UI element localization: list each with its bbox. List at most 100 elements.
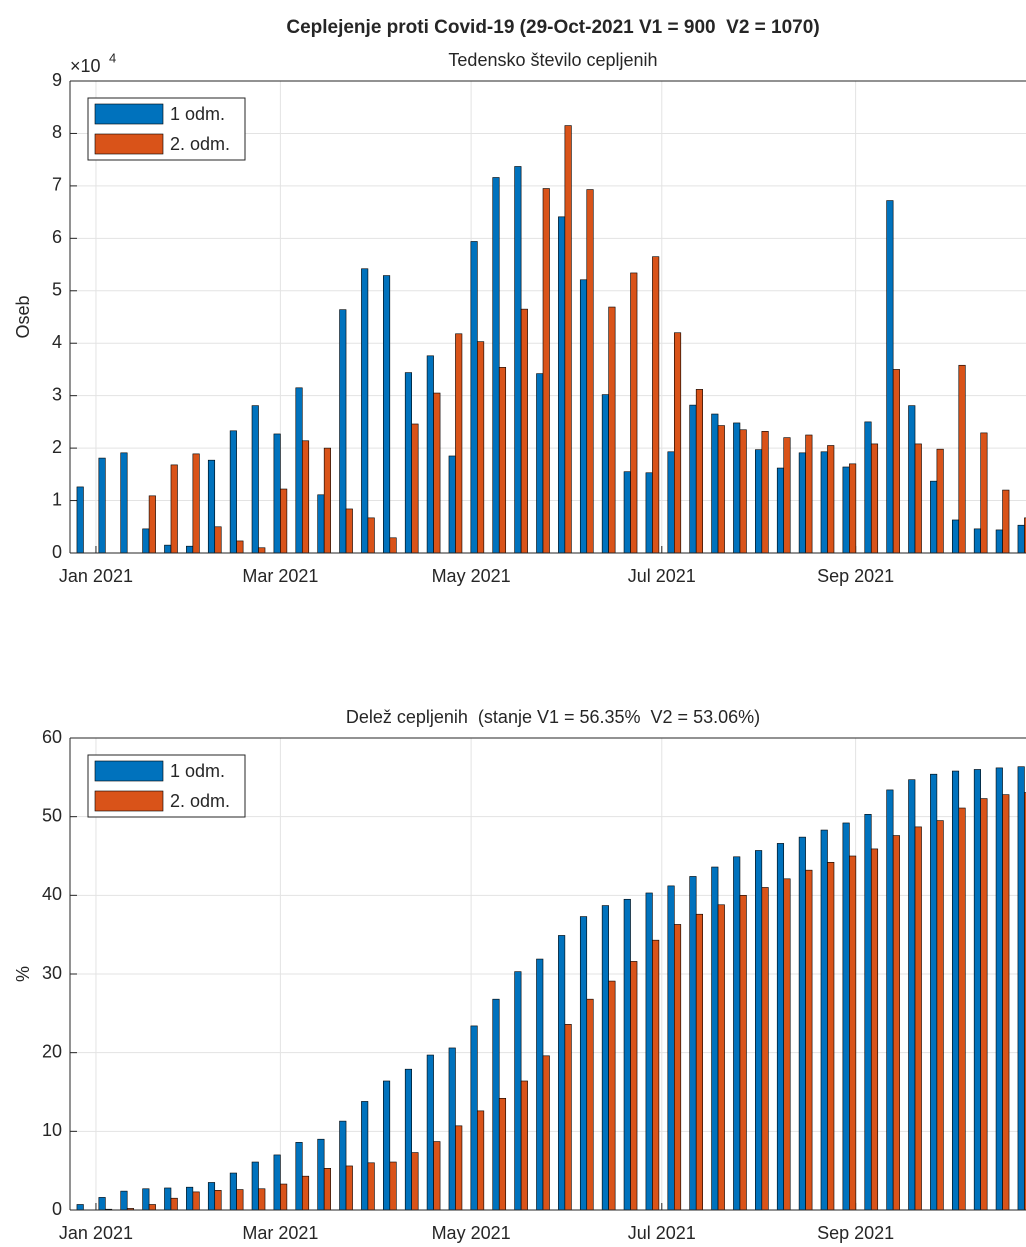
bar xyxy=(120,1190,128,1211)
bar xyxy=(280,1183,288,1211)
bar xyxy=(207,1182,216,1211)
bar xyxy=(404,1068,412,1211)
bar xyxy=(492,998,500,1211)
bar xyxy=(170,464,178,554)
bar xyxy=(323,447,331,554)
bar xyxy=(914,826,922,1211)
bar xyxy=(798,452,806,554)
bar xyxy=(849,855,857,1211)
bar xyxy=(973,528,981,554)
bar xyxy=(477,1110,485,1211)
y-tick-label: 4 xyxy=(52,332,62,352)
y-tick-label: 30 xyxy=(42,963,62,983)
bar xyxy=(214,526,222,554)
bar xyxy=(980,798,988,1211)
bar xyxy=(958,807,966,1211)
y-tick-label: 8 xyxy=(52,122,62,142)
bar xyxy=(273,1154,281,1211)
bar xyxy=(470,1025,478,1211)
bar xyxy=(936,448,944,554)
x-tick-label: May 2021 xyxy=(432,566,511,586)
legend-swatch xyxy=(94,103,164,125)
bar xyxy=(236,1189,244,1211)
bar xyxy=(76,486,84,554)
y-tick-label: 5 xyxy=(52,280,62,300)
bar xyxy=(892,835,900,1211)
bar xyxy=(426,355,434,554)
bar xyxy=(229,430,237,554)
bar xyxy=(630,961,638,1211)
bar xyxy=(695,389,703,554)
bar xyxy=(827,861,835,1211)
bar xyxy=(192,1191,200,1211)
bar xyxy=(411,1152,419,1211)
x-tick-label: Mar 2021 xyxy=(242,1223,318,1243)
bar xyxy=(192,453,200,554)
bar xyxy=(870,848,879,1211)
bar xyxy=(345,508,353,554)
bar xyxy=(295,1142,303,1211)
y-tick-label: 3 xyxy=(52,384,62,404)
bar xyxy=(229,1172,237,1211)
legend-label: 2. odm. xyxy=(170,134,230,154)
bar xyxy=(301,440,310,554)
bar xyxy=(389,1161,397,1211)
bar xyxy=(542,1055,550,1211)
bar xyxy=(1002,489,1010,554)
bar xyxy=(761,887,769,1211)
bar xyxy=(864,814,872,1211)
bar xyxy=(805,434,813,554)
bar xyxy=(930,773,938,1211)
y-tick-label: 20 xyxy=(42,1041,62,1061)
bar xyxy=(214,1190,222,1211)
bar xyxy=(673,332,682,554)
bar xyxy=(717,904,725,1211)
bar xyxy=(842,466,850,554)
bar xyxy=(820,829,828,1211)
bar xyxy=(733,856,741,1211)
legend-label: 1 odm. xyxy=(170,104,225,124)
bar xyxy=(339,1120,347,1211)
x-tick-label: Jul 2021 xyxy=(628,1223,696,1243)
bar xyxy=(448,1047,456,1211)
bar xyxy=(448,455,456,554)
bar xyxy=(652,939,660,1211)
y-tick-label: 6 xyxy=(52,227,62,247)
bar xyxy=(323,1168,331,1211)
x-tick-label: May 2021 xyxy=(432,1223,511,1243)
bar xyxy=(673,924,682,1211)
bar xyxy=(536,373,544,554)
bar xyxy=(345,1165,353,1211)
bar xyxy=(470,241,478,554)
chart-title: Delež cepljenih (stanje V1 = 56.35% V2 =… xyxy=(346,707,760,727)
bar xyxy=(864,421,872,554)
bar xyxy=(520,1080,528,1211)
bar xyxy=(389,537,397,554)
bar xyxy=(951,519,960,554)
x-tick-label: Jul 2021 xyxy=(628,566,696,586)
bar xyxy=(695,913,703,1211)
figure-title: Ceplejenje proti Covid-19 (29-Oct-2021 V… xyxy=(286,17,819,38)
bar xyxy=(148,1204,156,1211)
legend-swatch xyxy=(94,790,164,812)
bar xyxy=(142,528,150,554)
bar xyxy=(842,822,850,1211)
bar xyxy=(630,272,638,554)
bar xyxy=(98,1197,106,1211)
bar xyxy=(1017,524,1025,554)
bar xyxy=(317,494,325,554)
bar xyxy=(251,1161,259,1211)
bar xyxy=(433,1141,441,1211)
bar xyxy=(805,869,813,1211)
bar xyxy=(455,333,463,554)
bar xyxy=(586,998,594,1211)
bar xyxy=(586,189,594,554)
bar xyxy=(936,820,944,1211)
bar xyxy=(170,1197,178,1211)
y-tick-label: 7 xyxy=(52,175,62,195)
bar xyxy=(608,306,616,554)
bar xyxy=(579,279,588,554)
bar xyxy=(148,495,156,554)
y-tick-label: 1 xyxy=(52,489,62,509)
